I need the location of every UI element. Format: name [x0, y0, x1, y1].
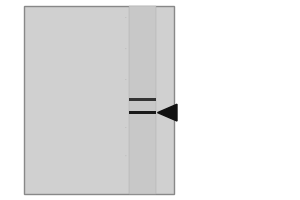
Text: 55: 55: [106, 74, 120, 84]
Text: 36: 36: [106, 122, 120, 132]
Text: 95: 95: [106, 12, 120, 22]
Text: 72: 72: [106, 44, 120, 54]
Text: NCI-H460: NCI-H460: [60, 16, 119, 29]
Text: 28: 28: [106, 151, 120, 161]
